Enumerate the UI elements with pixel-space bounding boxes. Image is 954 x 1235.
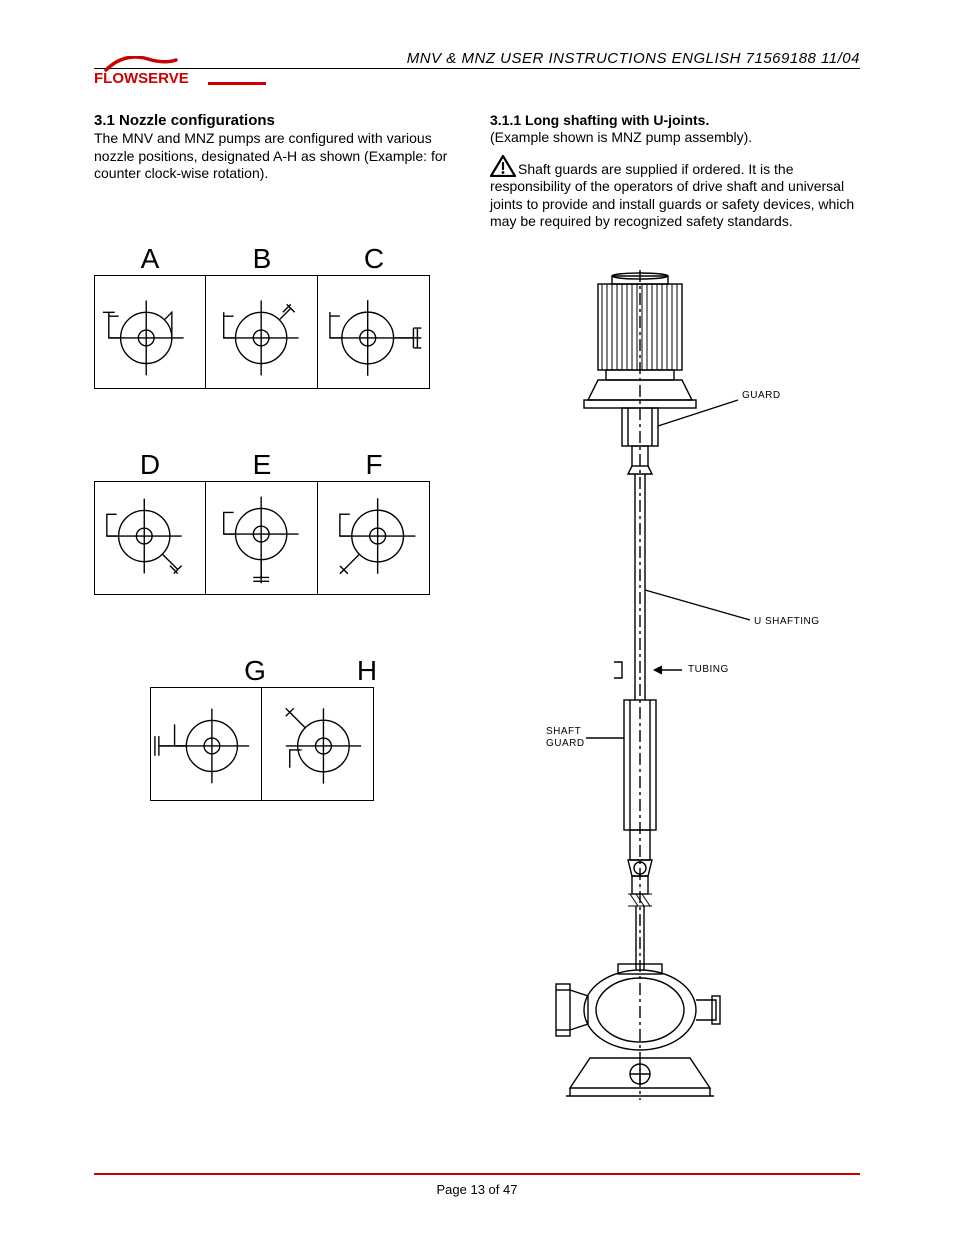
nozzle-a-icon (95, 276, 205, 388)
nozzle-config-row-def: D E F (94, 449, 472, 595)
config-label-a: A (94, 243, 206, 275)
config-label-d: D (94, 449, 206, 481)
example-line: (Example shown is MNZ pump assembly). (490, 129, 868, 147)
flowserve-logo: FLOWSERVE (94, 56, 214, 92)
running-header: MNV & MNZ USER INSTRUCTIONS ENGLISH 7156… (407, 50, 860, 67)
config-label-g: G (199, 655, 311, 687)
config-cell-h (262, 688, 373, 800)
config-grid-def (94, 481, 430, 595)
config-cell-c (318, 276, 429, 388)
config-labels-def: D E F (94, 449, 472, 481)
warning-text: Shaft guards are supplied if ordered. It… (490, 161, 854, 230)
config-label-f: F (318, 449, 430, 481)
nozzle-config-row-abc: A B C (94, 243, 472, 389)
config-cell-b (206, 276, 317, 388)
config-labels-abc: A B C (94, 243, 472, 275)
footer-rule (94, 1173, 860, 1175)
config-label-e: E (206, 449, 318, 481)
nozzle-config-row-gh: G H (94, 655, 472, 801)
pump-assembly-diagram: GUARD U SHAFTING TUBING SHAFT GUARD (510, 270, 870, 1100)
warning-paragraph: Shaft guards are supplied if ordered. It… (490, 155, 868, 231)
nozzle-f-icon (318, 482, 429, 594)
pump-assembly-icon (510, 270, 870, 1100)
left-column: 3.1 Nozzle configurations The MNV and MN… (94, 112, 472, 801)
nozzle-d-icon (95, 482, 205, 594)
nozzle-g-icon (151, 688, 261, 800)
right-column: 3.1.1 Long shafting with U-joints. (Exam… (490, 112, 868, 231)
logo-extension-line (208, 82, 266, 85)
config-labels-gh: G H (150, 655, 472, 687)
config-cell-g (151, 688, 262, 800)
config-label-c: C (318, 243, 430, 275)
config-cell-a (95, 276, 206, 388)
section-3-1-body: The MNV and MNZ pumps are configured wit… (94, 130, 472, 183)
nozzle-c-icon (318, 276, 429, 388)
section-3-1-1-heading: 3.1.1 Long shafting with U-joints. (490, 112, 868, 128)
nozzle-e-icon (206, 482, 316, 594)
warning-triangle-icon (490, 155, 516, 177)
config-grid-abc (94, 275, 430, 389)
config-cell-e (206, 482, 317, 594)
config-cell-f (318, 482, 429, 594)
nozzle-b-icon (206, 276, 316, 388)
callout-guard: GUARD (742, 390, 781, 401)
page-number: Page 13 of 47 (0, 1182, 954, 1197)
config-label-h: H (311, 655, 423, 687)
callout-shaft-guard-2: GUARD (546, 738, 585, 749)
config-label-b: B (206, 243, 318, 275)
logo-text: FLOWSERVE (94, 70, 189, 87)
section-3-1-heading: 3.1 Nozzle configurations (94, 112, 472, 129)
callout-u-shafting: U SHAFTING (754, 616, 820, 627)
callout-shaft-guard-1: SHAFT (546, 726, 581, 737)
nozzle-h-icon (262, 688, 373, 800)
callout-tubing: TUBING (688, 664, 729, 675)
config-cell-d (95, 482, 206, 594)
config-grid-gh (150, 687, 374, 801)
